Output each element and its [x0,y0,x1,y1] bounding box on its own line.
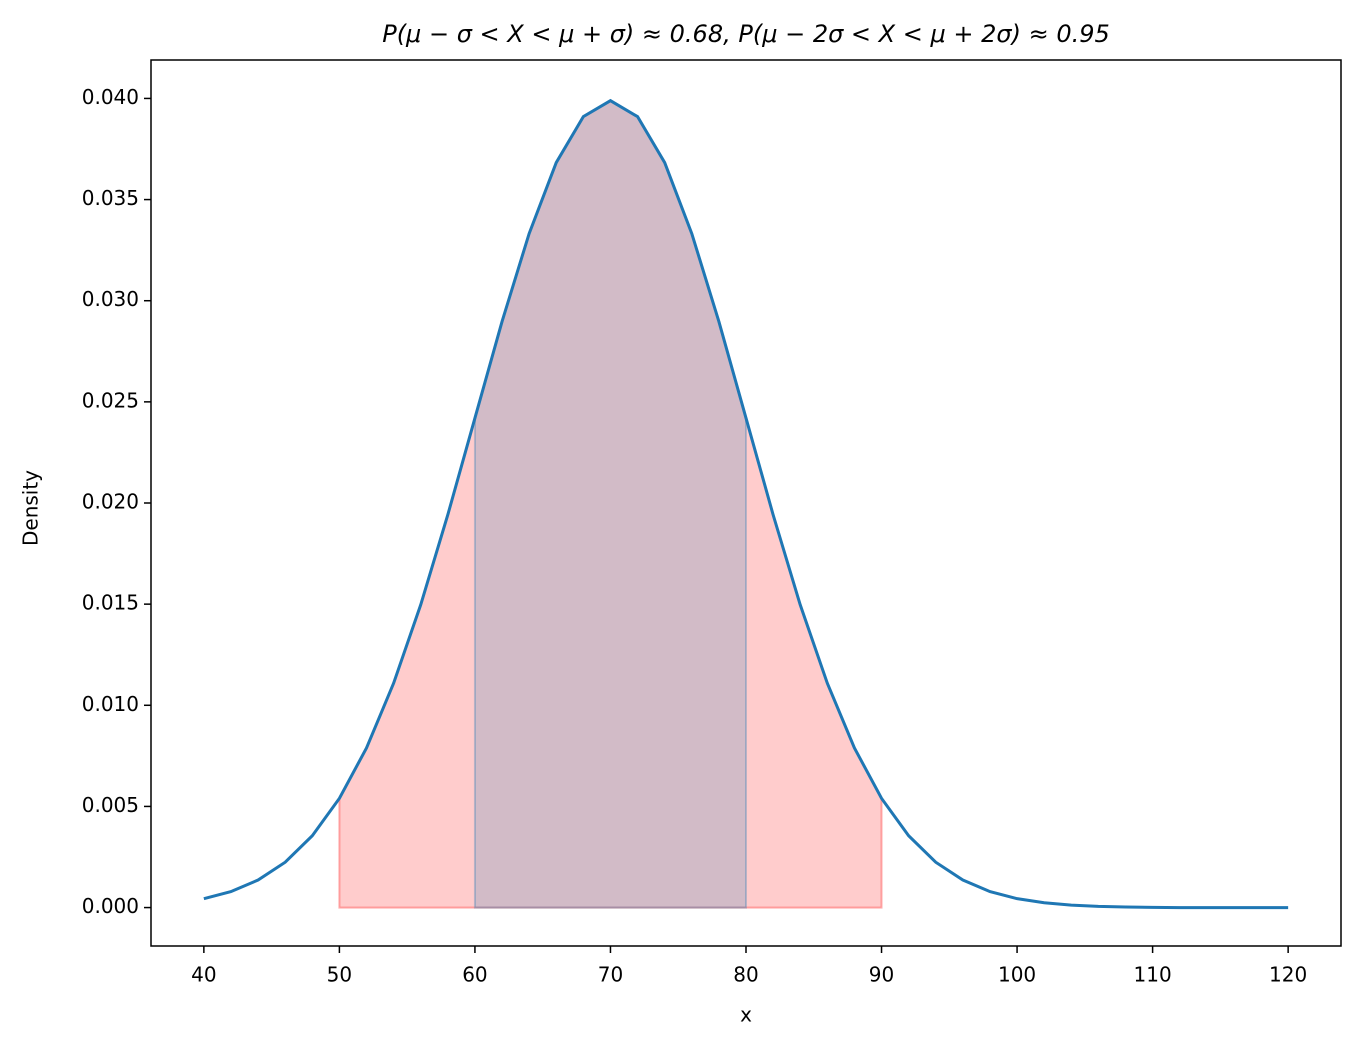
y-tick-label: 0.015 [82,591,139,615]
y-tick-label: 0.035 [82,186,139,210]
x-axis-label: x [740,1003,752,1027]
x-tick-label: 40 [191,963,216,987]
y-tick-label: 0.000 [82,894,139,918]
x-tick-label: 100 [998,963,1036,987]
chart-title: P(μ − σ < X < μ + σ) ≈ 0.68, P(μ − 2σ < … [382,20,1110,48]
y-tick-label: 0.040 [82,85,139,109]
y-tick-label: 0.025 [82,388,139,412]
x-tick-label: 110 [1134,963,1172,987]
x-tick-label: 120 [1269,963,1307,987]
y-tick-label: 0.005 [82,793,139,817]
x-tick-label: 70 [598,963,623,987]
x-tick-label: 90 [869,963,894,987]
x-tick-label: 60 [462,963,487,987]
y-axis-label: Density [19,470,43,546]
y-tick-label: 0.020 [82,490,139,514]
x-tick-label: 50 [327,963,352,987]
shaded-area [473,99,747,909]
y-tick-label: 0.030 [82,287,139,311]
curve [203,98,1289,910]
y-tick-label: 0.010 [82,692,139,716]
x-tick-label: 80 [733,963,758,987]
